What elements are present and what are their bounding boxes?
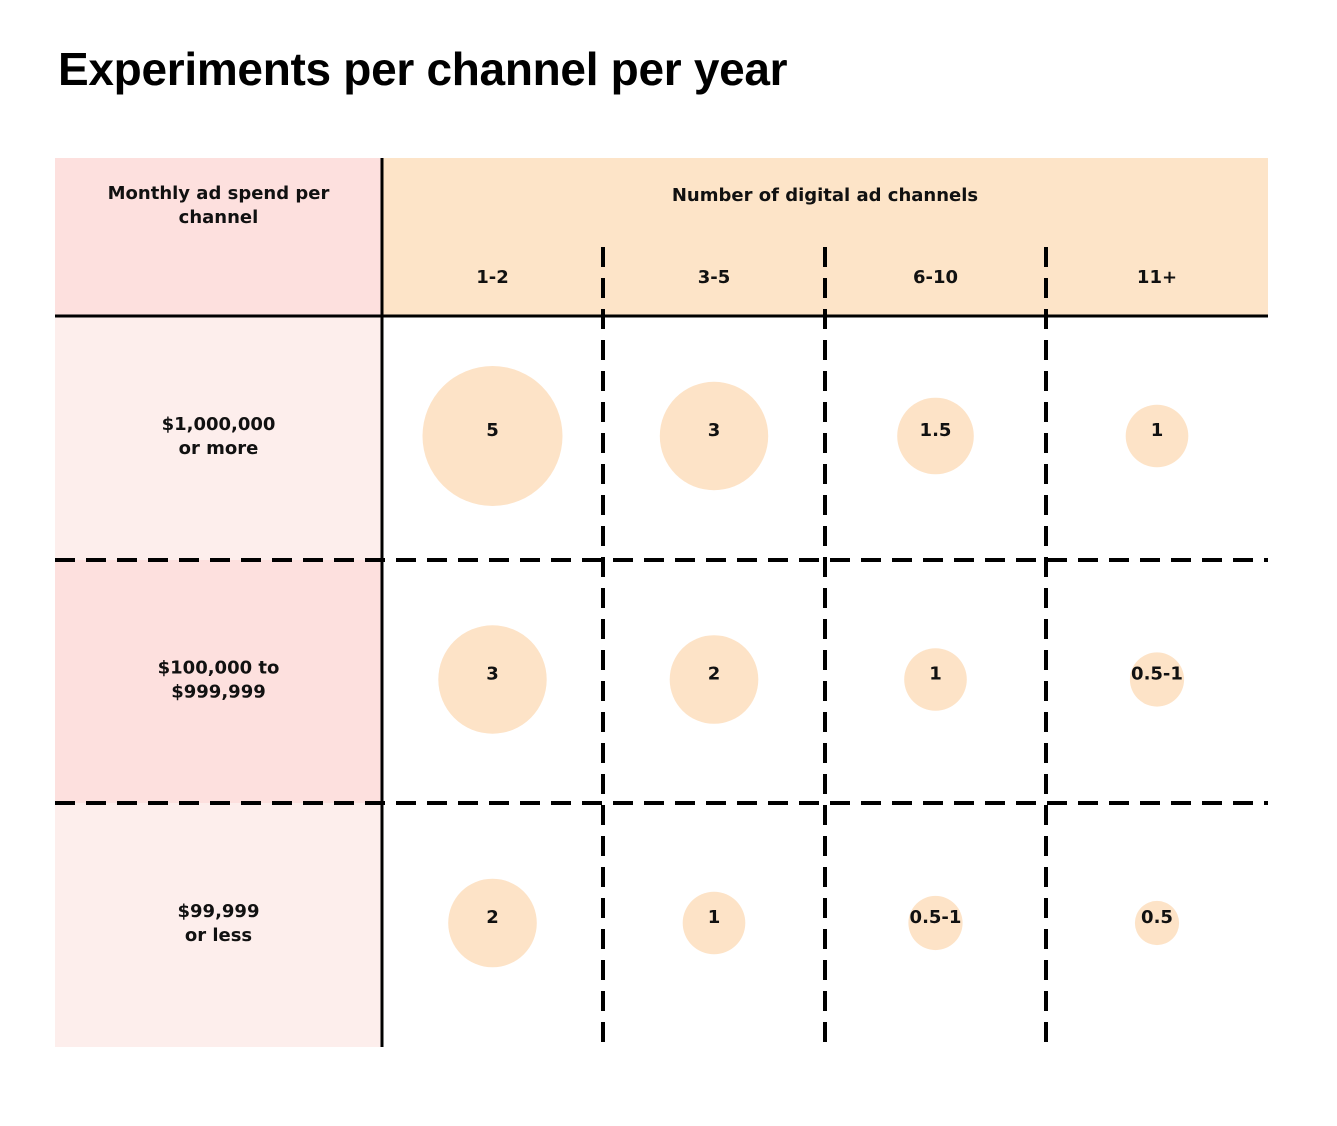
bubble	[422, 366, 563, 506]
column-label: 1-2	[476, 267, 509, 288]
bubble-value-label: 0.5-1	[1131, 664, 1183, 685]
column-label: 6-10	[913, 267, 958, 288]
bubble	[669, 635, 759, 724]
column-header-label: Number of digital ad channels	[672, 185, 978, 206]
bubble-value-label: 2	[708, 664, 721, 685]
bubble	[659, 381, 769, 491]
row-label: $1,000,000 or more	[162, 414, 276, 459]
bubble-value-label: 3	[486, 664, 499, 685]
row-label: $100,000 to $999,999	[158, 658, 280, 703]
bubble	[1125, 404, 1189, 468]
bubble-value-label: 3	[708, 420, 721, 441]
bubble	[904, 648, 967, 711]
column-label: 3-5	[698, 267, 731, 288]
row-label-panel	[55, 803, 382, 1047]
bubble	[438, 625, 547, 734]
chart-title: Experiments per channel per year	[58, 43, 788, 95]
bubble-value-label: 1	[929, 664, 942, 685]
bubble-value-label: 0.5	[1141, 907, 1173, 928]
row-header-panel	[55, 158, 382, 316]
bubble-value-label: 1	[1151, 420, 1164, 441]
row-label-panel	[55, 316, 382, 560]
bubble	[897, 397, 974, 475]
bubble	[448, 878, 537, 968]
row-label-panel	[55, 560, 382, 803]
row-label: $99,999 or less	[178, 901, 260, 946]
bubble-value-label: 5	[486, 420, 499, 441]
bubble-value-label: 1.5	[920, 420, 952, 441]
bubble	[682, 891, 746, 955]
bubble-value-label: 1	[708, 907, 721, 928]
bubble	[908, 895, 963, 951]
bubble	[1129, 652, 1185, 707]
bubble-value-label: 0.5-1	[910, 907, 962, 928]
bubble-value-label: 2	[486, 907, 499, 928]
row-header-label: Monthly ad spend per channel	[108, 183, 330, 228]
column-label: 11+	[1137, 267, 1177, 288]
bubble	[1134, 900, 1180, 946]
